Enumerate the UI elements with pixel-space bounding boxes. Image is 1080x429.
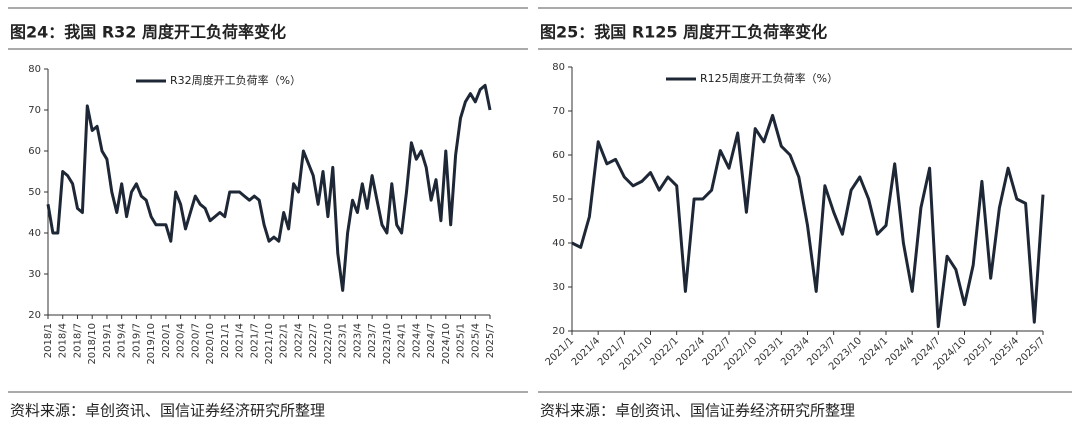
x-tick-label: 2024/1 [397, 323, 408, 358]
x-tick-label: 2020/10 [205, 323, 216, 365]
x-tick-label: 2019/10 [146, 323, 157, 365]
x-tick-label: 2023/4 [352, 323, 363, 358]
x-tick-label: 2018/10 [87, 323, 98, 365]
x-tick-label: 2022/10 [323, 323, 334, 365]
x-tick-label: 2021/10 [264, 323, 275, 365]
y-tick-label: 50 [552, 194, 565, 205]
x-tick-label: 2020/7 [190, 323, 201, 358]
legend-label: R32周度开工负荷率（%） [170, 73, 301, 87]
y-tick-label: 20 [552, 326, 565, 337]
y-tick-label: 80 [552, 62, 565, 73]
y-tick-label: 70 [28, 105, 41, 116]
chart-title: 图25：我国 R125 周度开工负荷率变化 [540, 23, 827, 42]
x-tick-label: 2025/7 [485, 323, 496, 358]
x-tick-label: 2018/4 [58, 323, 69, 358]
y-tick-label: 60 [28, 146, 41, 157]
x-tick-label: 2019/1 [102, 323, 113, 358]
legend-label: R125周度开工负荷率（%） [700, 71, 838, 85]
x-tick-label: 2024/7 [426, 323, 437, 358]
chart-title: 图24：我国 R32 周度开工负荷率变化 [10, 23, 286, 42]
x-tick-label: 2020/4 [176, 323, 187, 358]
y-tick-label: 60 [552, 150, 565, 161]
y-tick-label: 30 [28, 269, 41, 280]
x-tick-label: 2018/7 [72, 323, 83, 358]
y-tick-label: 50 [28, 187, 41, 198]
x-tick-label: 2023/10 [382, 323, 393, 365]
x-tick-label: 2019/7 [131, 323, 142, 358]
x-tick-label: 2024/4 [411, 323, 422, 358]
y-tick-label: 80 [28, 64, 41, 75]
y-tick-label: 20 [28, 310, 41, 321]
data-line [46, 83, 492, 292]
x-tick-label: 2018/1 [43, 323, 54, 358]
y-tick-label: 70 [552, 106, 565, 117]
x-tick-label: 2020/1 [161, 323, 172, 358]
x-tick-label: 2023/1 [338, 323, 349, 358]
x-tick-label: 2022/7 [308, 323, 319, 358]
x-tick-label: 2025/1 [456, 323, 467, 358]
data-line [571, 113, 1045, 329]
x-tick-label: 2022/1 [279, 323, 290, 358]
x-tick-label: 2021/7 [249, 323, 260, 358]
x-tick-label: 2025/7 [1015, 335, 1048, 368]
source-note: 资料来源：卓创资讯、国信证券经济研究所整理 [10, 402, 325, 420]
x-tick-label: 2021/4 [235, 323, 246, 358]
x-tick-label: 2021/1 [220, 323, 231, 358]
x-tick-label: 2019/4 [117, 323, 128, 358]
source-note: 资料来源：卓创资讯、国信证券经济研究所整理 [540, 402, 855, 420]
x-tick-label: 2024/10 [441, 323, 452, 365]
y-tick-label: 40 [552, 238, 565, 249]
x-tick-label: 2022/4 [293, 323, 304, 358]
x-tick-label: 2023/7 [367, 323, 378, 358]
x-tick-label: 2025/4 [470, 323, 481, 358]
y-tick-label: 30 [552, 282, 565, 293]
y-tick-label: 40 [28, 228, 41, 239]
